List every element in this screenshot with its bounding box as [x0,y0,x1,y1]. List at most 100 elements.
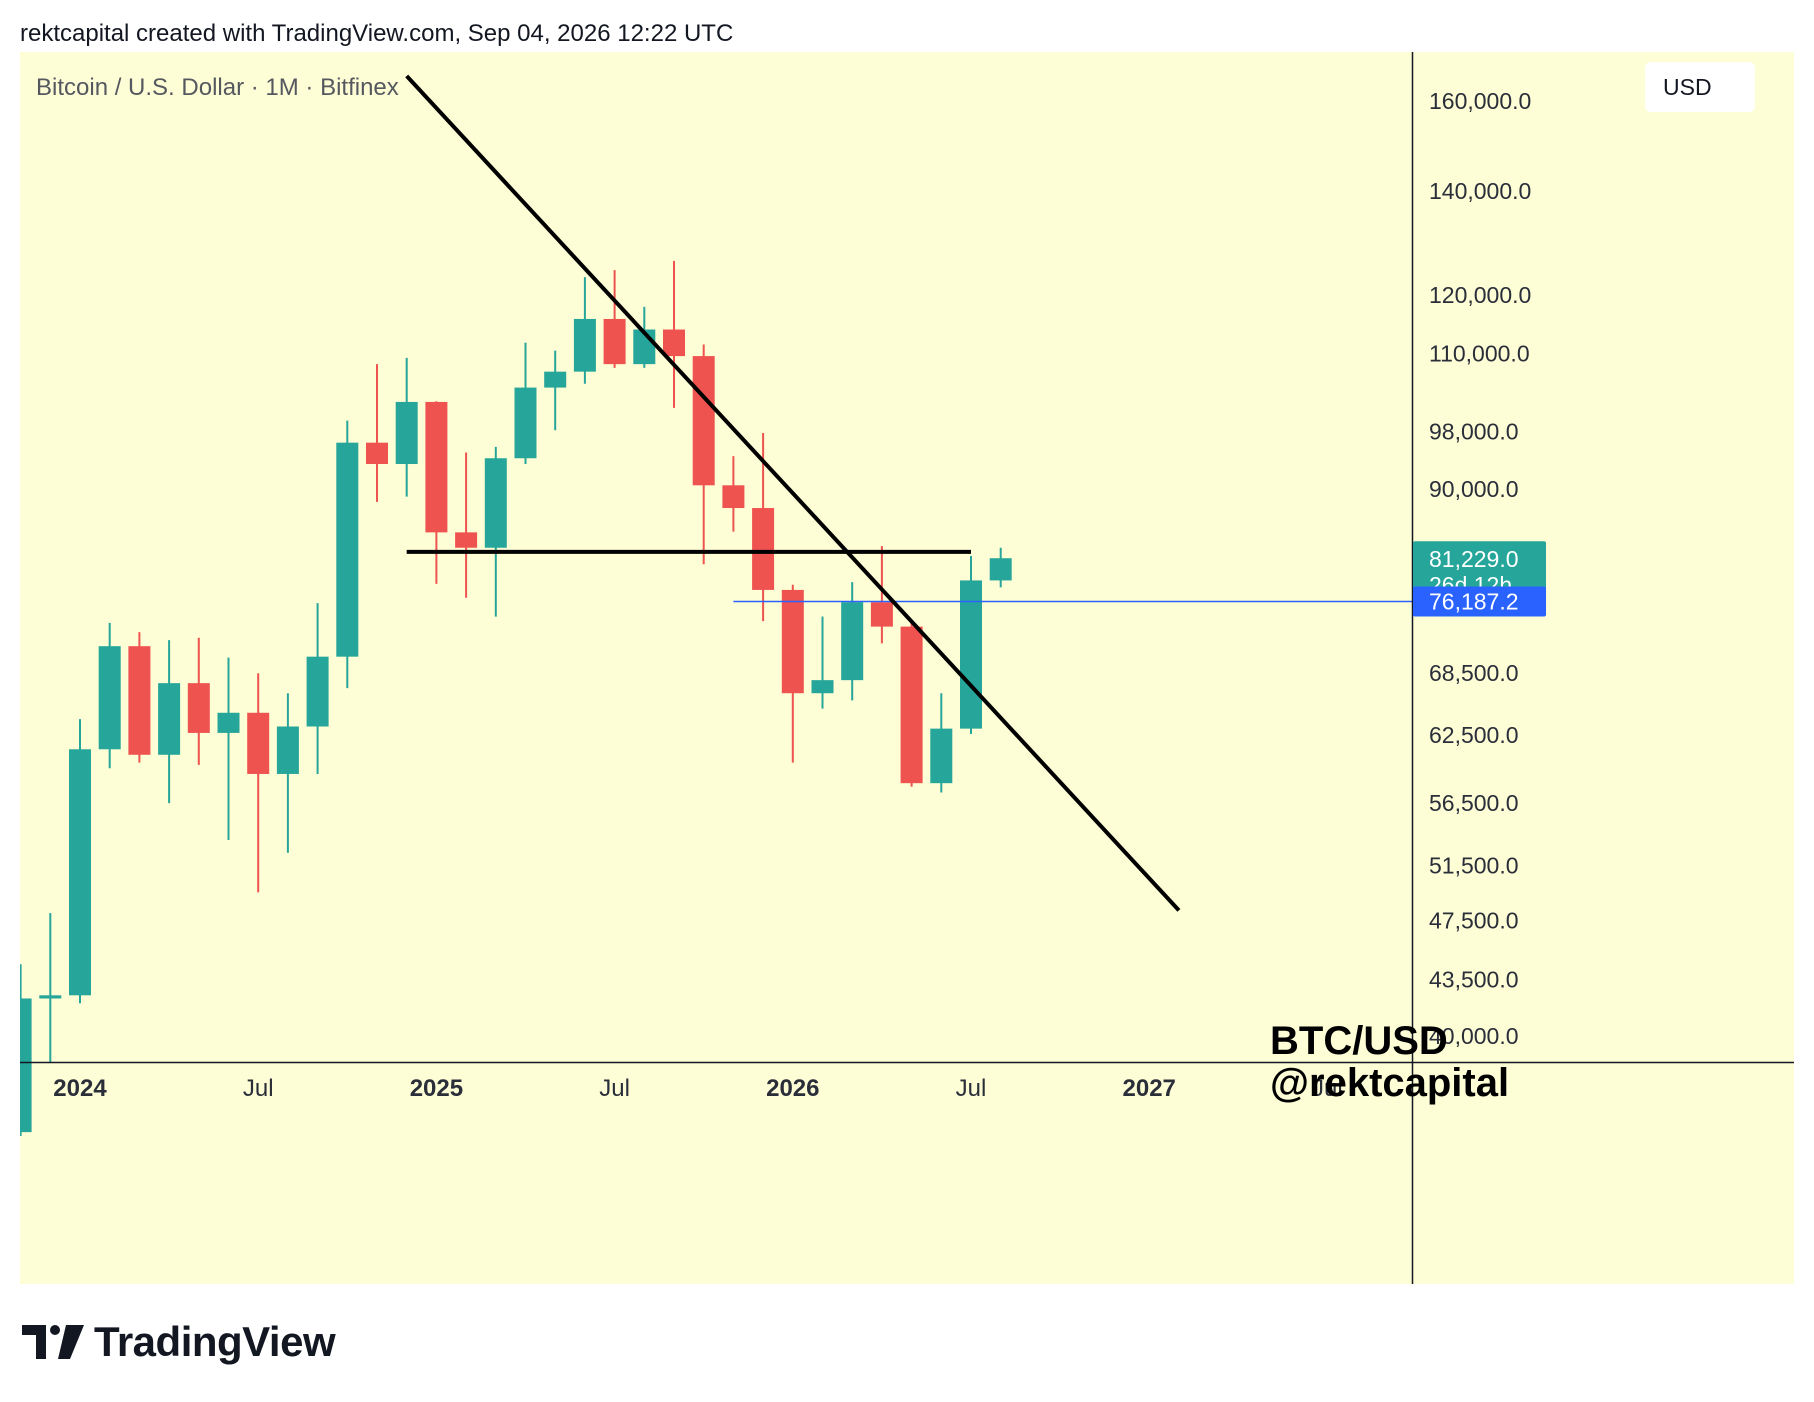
candle-2024-01[interactable] [69,719,91,1004]
candle-2025-09[interactable] [663,260,685,408]
candle-body [573,318,596,372]
price-tick-label: 51,500.0 [1429,853,1519,879]
candle-body [98,646,121,750]
candle-body [39,995,62,999]
chart-panel[interactable]: 160,000.0 140,000.0 120,000.0 110,000.0 98,0… [20,52,1794,1284]
price-tick-label: 98,000.0 [1429,419,1519,445]
candle-2024-03[interactable] [128,632,151,763]
candle-2026-08[interactable] [989,547,1012,588]
chart-watermark: BTC/USD @rektcapital [1270,1020,1509,1104]
time-tick-label: Jul [1312,1075,1343,1102]
candle-body [247,712,270,774]
candle-2025-05[interactable] [544,350,567,431]
horizontal-line-price-label: 76,187.2 [1429,588,1519,614]
time-tick-label: Jul [243,1075,274,1102]
candle-body [336,442,359,657]
currency-button[interactable]: USD [1645,62,1755,112]
candles-layer [20,260,1012,1137]
candle-2026-07[interactable] [960,555,982,734]
candle-body [69,749,91,996]
candle-2026-01[interactable] [781,584,804,763]
watermark-handle: @rektcapital [1270,1061,1510,1105]
candle-body [544,371,567,388]
candle-2026-02[interactable] [811,616,834,709]
candle-2024-04[interactable] [158,640,181,804]
candle-body [870,602,893,627]
price-tick-label: 90,000.0 [1429,476,1519,502]
horizontal-line-badge-bg [1413,586,1546,617]
candle-body [366,442,388,465]
candle-body [425,401,448,533]
candle-2024-05[interactable] [187,637,210,765]
price-tick-label: 68,500.0 [1429,660,1519,686]
candlestick-chart[interactable]: 160,000.0 140,000.0 120,000.0 110,000.0 98,0… [20,52,1794,1284]
candle-body [841,602,864,681]
time-tick-label: Jul [956,1075,987,1102]
candle-body [187,683,210,733]
horizontal-line-price-badge: 76,187.2 [1413,586,1546,617]
descending-trendline[interactable] [405,74,1181,912]
attribution-text: rektcapital created with TradingView.com… [20,20,734,47]
candle-2026-04[interactable] [870,546,893,644]
candle-body [603,318,626,365]
time-tick-label: 2024 [53,1075,107,1102]
candle-2026-06[interactable] [930,693,953,793]
price-tick-label: 120,000.0 [1429,282,1531,308]
price-tick-label: 110,000.0 [1429,341,1530,367]
candle-2025-11[interactable] [722,456,745,532]
price-tick-label: 62,500.0 [1429,722,1519,748]
price-tick-label: 40,000.0 [1429,1023,1519,1049]
candle-2024-12[interactable] [395,357,418,497]
candle-2024-09[interactable] [306,603,329,774]
last-price-badge-bg [1413,541,1546,600]
candle-body [811,680,834,694]
candle-2025-04[interactable] [514,342,537,465]
candle-body [514,387,537,459]
candle-2025-08[interactable] [633,306,656,368]
candle-2025-01[interactable] [425,401,448,584]
candle-2024-07[interactable] [247,673,270,893]
candle-body [484,458,507,548]
candle-2023-12[interactable] [39,913,62,1062]
symbol-title[interactable]: Bitcoin / U.S. Dollar · 1M · Bitfinex [36,74,399,101]
price-tick-label: 160,000.0 [1429,88,1531,114]
candle-2023-11[interactable] [20,964,32,1137]
candle-body [455,532,478,548]
candle-body [930,728,953,784]
time-tick-label: 2026 [766,1075,819,1102]
candle-body [752,508,775,590]
candle-body [158,683,181,755]
time-tick-label: Jul [599,1075,630,1102]
candle-2024-10[interactable] [336,420,359,689]
drawing-lines-layer [405,74,1412,912]
candle-2025-02[interactable] [455,452,478,598]
candle-2025-07[interactable] [603,270,626,368]
price-tick-label: 47,500.0 [1429,907,1519,933]
candle-2025-06[interactable] [573,277,596,384]
candle-2024-06[interactable] [217,657,240,840]
time-tick-label: 2027 [1123,1075,1176,1102]
tradingview-logo[interactable]: TradingView [22,1318,336,1366]
candle-2026-03[interactable] [841,582,864,701]
candle-body [20,998,32,1133]
candle-2024-02[interactable] [98,622,121,769]
candle-body [663,329,685,357]
candle-2025-03[interactable] [484,446,507,617]
candle-2025-10[interactable] [692,344,715,565]
candle-body [960,580,982,729]
candle-2024-08[interactable] [276,693,299,853]
candle-body [781,589,804,694]
candle-body [989,558,1012,581]
candle-body [306,656,329,727]
candle-body [395,401,418,465]
candle-body [692,356,715,486]
candle-body [128,646,151,755]
axes-layer: 160,000.0 140,000.0 120,000.0 110,000.0 98,0… [20,52,1794,1284]
candle-2024-11[interactable] [366,364,388,502]
price-tick-label: 140,000.0 [1429,178,1531,204]
candle-2025-12[interactable] [752,432,775,622]
tradingview-logo-text: TradingView [94,1318,336,1365]
price-tick-label: 43,500.0 [1429,967,1519,993]
candle-2026-05[interactable] [900,620,923,787]
candle-body [276,726,299,774]
